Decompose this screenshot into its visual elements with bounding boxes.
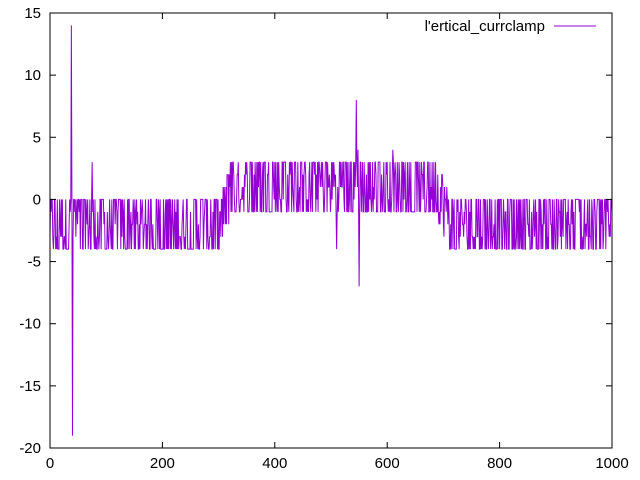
x-tick-label: 0 [46,455,54,472]
ticks-layer: -20 -15 -10 -5 0 5 10 15 0 200 400 600 800 1000 [19,5,628,472]
y-tick-label: -20 [19,440,41,457]
x-tick-label: 600 [375,455,400,472]
y-tick-label: -10 [19,316,41,333]
x-tick-label: 400 [262,455,287,472]
x-tick-label: 1000 [595,455,628,472]
plot-frame [49,12,613,449]
y-tick-label: 0 [33,191,41,208]
series-layer [49,25,613,436]
legend-label: l'ertical_currclamp [425,18,545,35]
x-tick-label: 800 [487,455,512,472]
y-tick-label: 5 [33,129,41,146]
y-tick-label: 10 [24,67,41,84]
y-tick-label: -15 [19,378,41,395]
series-line [49,25,613,436]
y-tick-label: 15 [24,5,41,22]
legend: l'ertical_currclamp [425,18,596,35]
x-tick-label: 200 [150,455,175,472]
y-tick-label: -5 [28,254,41,271]
